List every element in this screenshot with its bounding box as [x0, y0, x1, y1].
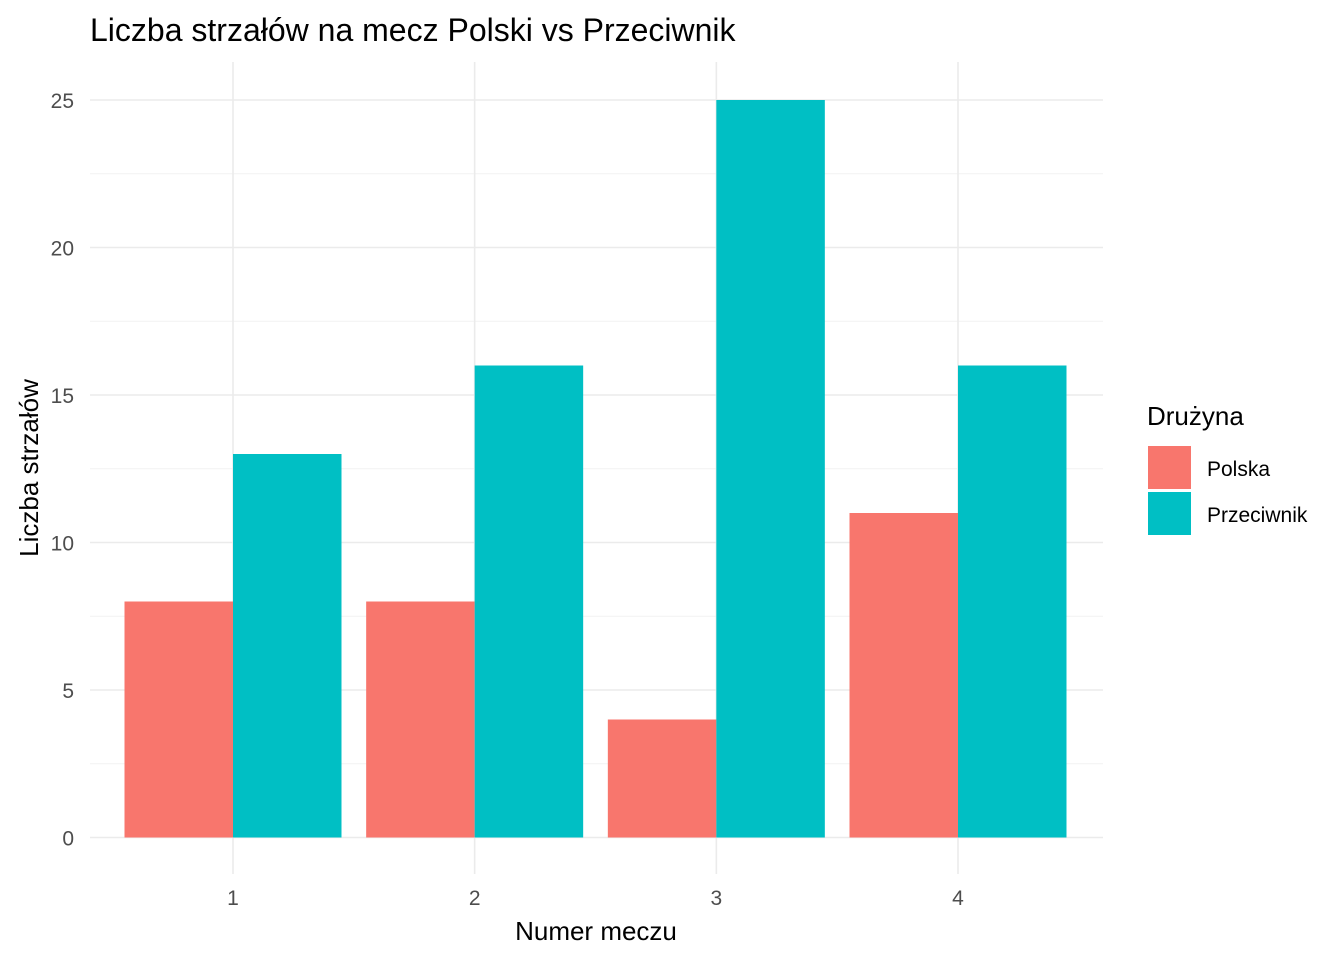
x-tick-label: 3	[710, 887, 722, 910]
y-tick-label: 10	[51, 533, 74, 556]
y-tick-label: 25	[51, 90, 74, 113]
bar-przeciwnik-4	[958, 365, 1067, 838]
y-tick-label: 15	[51, 385, 74, 408]
legend: Drużyna Polska Przeciwnik	[1147, 401, 1308, 535]
bars	[124, 100, 1067, 838]
x-axis-ticks: 1 2 3 4	[227, 887, 964, 910]
y-tick-label: 5	[62, 680, 74, 703]
x-tick-label: 4	[952, 887, 964, 910]
bar-polska-1	[124, 601, 233, 838]
y-tick-label: 20	[51, 238, 74, 261]
bar-polska-3	[607, 719, 717, 838]
chart-title: Liczba strzałów na mecz Polski vs Przeci…	[90, 12, 737, 48]
bar-przeciwnik-3	[716, 100, 825, 838]
x-tick-label: 2	[469, 887, 481, 910]
legend-key-przeciwnik	[1148, 492, 1191, 535]
x-axis-title: Numer meczu	[515, 916, 677, 946]
x-tick-label: 1	[227, 887, 239, 910]
bar-przeciwnik-2	[474, 365, 584, 838]
legend-label-polska: Polska	[1207, 458, 1270, 481]
y-axis-title: Liczba strzałów	[14, 379, 44, 557]
legend-label-przeciwnik: Przeciwnik	[1207, 504, 1308, 527]
bar-polska-4	[849, 513, 958, 838]
legend-key-polska	[1148, 446, 1191, 489]
bar-polska-2	[366, 601, 475, 838]
legend-title: Drużyna	[1147, 401, 1244, 431]
y-tick-label: 0	[62, 828, 74, 851]
bar-przeciwnik-1	[233, 454, 342, 838]
y-axis-ticks: 0 5 10 15 20 25	[51, 90, 74, 851]
